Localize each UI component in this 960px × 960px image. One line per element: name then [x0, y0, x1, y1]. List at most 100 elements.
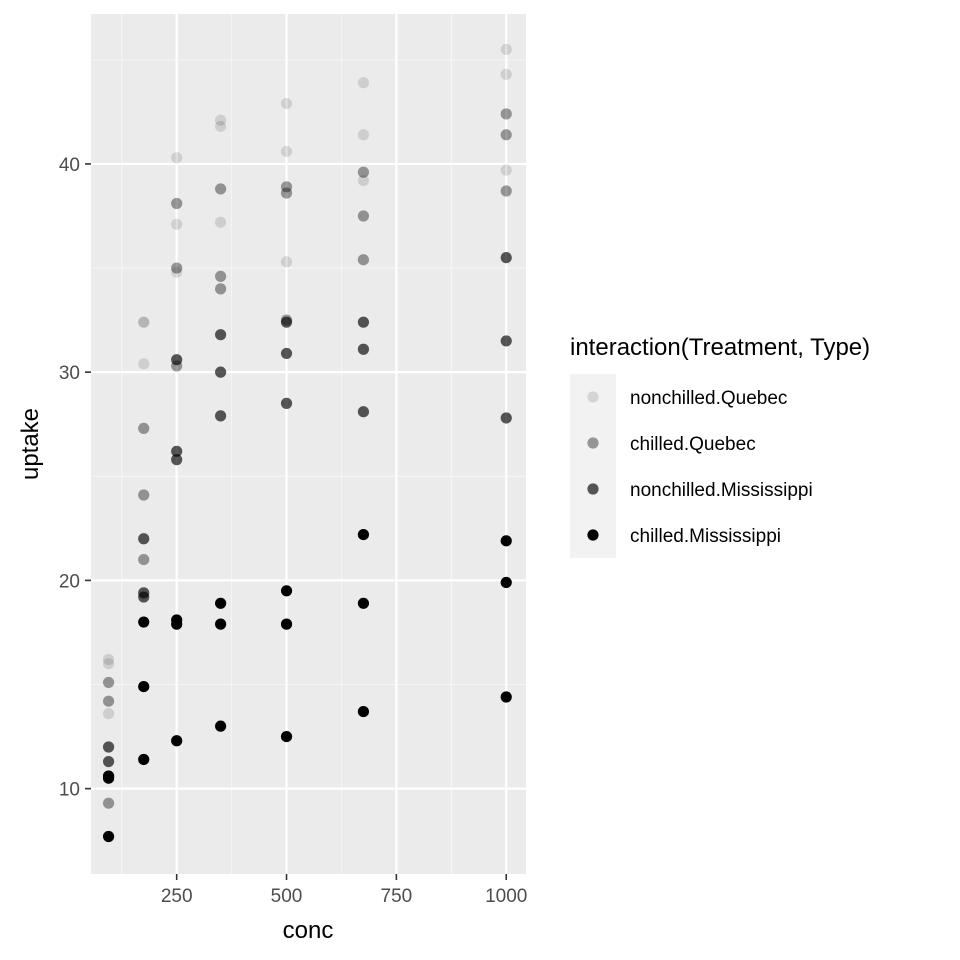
- data-point-nonchilled-quebec: [280, 145, 293, 158]
- data-point-chilled-quebec: [357, 166, 370, 178]
- data-point-chilled-quebec: [357, 254, 370, 266]
- y-axis-title: uptake: [17, 408, 44, 480]
- legend-key: [587, 483, 599, 495]
- x-tick-label: 750: [381, 886, 413, 907]
- data-point-nonchilled-mississippi: [280, 397, 293, 409]
- data-point-nonchilled-quebec: [102, 708, 115, 720]
- legend-key: [587, 437, 599, 449]
- x-axis-title: conc: [283, 917, 334, 944]
- x-tick-label: 1000: [485, 886, 527, 907]
- legend-title: interaction(Treatment, Type): [570, 334, 870, 361]
- plot-panel: [91, 14, 526, 874]
- data-point-chilled-quebec: [102, 676, 115, 689]
- x-axis: 250 500 750 1000: [161, 874, 527, 907]
- data-point-nonchilled-quebec: [500, 164, 512, 176]
- data-point-chilled-mississippi: [280, 730, 293, 743]
- data-point-chilled-mississippi: [215, 720, 227, 732]
- data-point-nonchilled-mississippi: [357, 316, 370, 328]
- data-point-chilled-mississippi: [280, 585, 293, 597]
- data-point-chilled-quebec: [102, 797, 115, 809]
- data-point-nonchilled-mississippi: [280, 316, 293, 328]
- data-point-nonchilled-quebec: [138, 358, 150, 370]
- x-tick-label: 250: [161, 886, 193, 907]
- data-point-chilled-quebec: [138, 422, 150, 434]
- data-point-nonchilled-mississippi: [138, 533, 150, 545]
- data-point-nonchilled-mississippi: [357, 406, 370, 418]
- data-point-nonchilled-mississippi: [500, 252, 512, 264]
- data-point-chilled-quebec: [138, 553, 150, 566]
- data-point-nonchilled-quebec: [500, 68, 512, 80]
- data-point-chilled-quebec: [138, 489, 150, 501]
- data-point-chilled-mississippi: [171, 618, 183, 630]
- y-tick-label: 40: [59, 155, 80, 176]
- data-point-nonchilled-mississippi: [102, 755, 115, 768]
- data-point-chilled-mississippi: [357, 528, 370, 541]
- data-point-chilled-mississippi: [138, 680, 150, 693]
- data-point-nonchilled-mississippi: [357, 343, 370, 355]
- data-point-nonchilled-mississippi: [500, 335, 512, 347]
- data-point-nonchilled-quebec: [357, 129, 370, 141]
- data-point-chilled-quebec: [215, 183, 227, 195]
- data-point-nonchilled-mississippi: [280, 347, 293, 360]
- data-point-nonchilled-mississippi: [215, 366, 227, 378]
- data-point-chilled-quebec: [500, 129, 512, 141]
- data-point-nonchilled-quebec: [138, 316, 150, 328]
- y-tick-label: 30: [59, 363, 80, 384]
- data-point-chilled-quebec: [171, 197, 183, 210]
- data-point-nonchilled-mississippi: [215, 329, 227, 341]
- data-point-chilled-mississippi: [102, 830, 115, 843]
- data-point-nonchilled-quebec: [357, 174, 370, 187]
- y-axis: 10 20 30 40: [59, 155, 91, 801]
- data-point-chilled-quebec: [357, 210, 370, 222]
- legend-label: chilled.Mississippi: [630, 526, 781, 547]
- data-point-chilled-quebec: [215, 283, 227, 295]
- legend-label: nonchilled.Quebec: [630, 388, 787, 409]
- data-point-nonchilled-quebec: [280, 97, 293, 110]
- y-tick-label: 20: [59, 571, 80, 592]
- data-point-nonchilled-quebec: [215, 120, 227, 133]
- x-tick-label: 500: [271, 886, 303, 907]
- data-point-nonchilled-quebec: [215, 216, 227, 228]
- data-point-chilled-mississippi: [138, 616, 150, 628]
- data-point-chilled-mississippi: [357, 597, 370, 609]
- data-point-nonchilled-mississippi: [171, 445, 183, 457]
- data-point-chilled-mississippi: [357, 705, 370, 718]
- data-point-chilled-quebec: [500, 108, 512, 120]
- data-point-chilled-mississippi: [102, 770, 115, 782]
- data-point-chilled-mississippi: [215, 597, 227, 609]
- data-point-chilled-mississippi: [171, 735, 183, 747]
- legend-key: [587, 391, 599, 403]
- data-point-nonchilled-mississippi: [102, 741, 115, 753]
- data-point-chilled-mississippi: [500, 576, 512, 589]
- legend-key: [587, 529, 599, 541]
- data-point-nonchilled-quebec: [138, 316, 150, 328]
- data-point-chilled-quebec: [102, 695, 115, 707]
- data-point-nonchilled-mississippi: [500, 412, 512, 424]
- minor-gridlines: [91, 14, 526, 874]
- data-point-nonchilled-mississippi: [171, 354, 183, 366]
- data-point-nonchilled-mississippi: [138, 587, 150, 599]
- data-point-nonchilled-mississippi: [171, 454, 183, 466]
- data-point-chilled-quebec: [171, 262, 183, 274]
- data-point-chilled-mississippi: [500, 535, 512, 547]
- data-point-chilled-quebec: [215, 270, 227, 282]
- data-point-nonchilled-quebec: [102, 658, 115, 670]
- data-point-chilled-mississippi: [500, 691, 512, 703]
- legend-label: chilled.Quebec: [630, 434, 756, 455]
- data-point-nonchilled-quebec: [102, 653, 115, 666]
- data-point-nonchilled-quebec: [357, 77, 370, 89]
- legend: interaction(Treatment, Type) nonchilled.…: [570, 334, 870, 558]
- major-gridlines: [91, 14, 526, 874]
- data-point-nonchilled-quebec: [171, 152, 183, 164]
- data-point-nonchilled-quebec: [280, 256, 293, 268]
- data-point-nonchilled-quebec: [171, 218, 183, 230]
- data-point-chilled-mississippi: [138, 753, 150, 766]
- data-point-chilled-quebec: [500, 185, 512, 197]
- data-point-nonchilled-quebec: [215, 114, 227, 126]
- data-point-chilled-quebec: [280, 187, 293, 199]
- data-point-chilled-quebec: [280, 181, 293, 193]
- legend-label: nonchilled.Mississippi: [630, 480, 813, 501]
- data-point-chilled-mississippi: [280, 618, 293, 630]
- data-point-nonchilled-quebec: [500, 43, 512, 55]
